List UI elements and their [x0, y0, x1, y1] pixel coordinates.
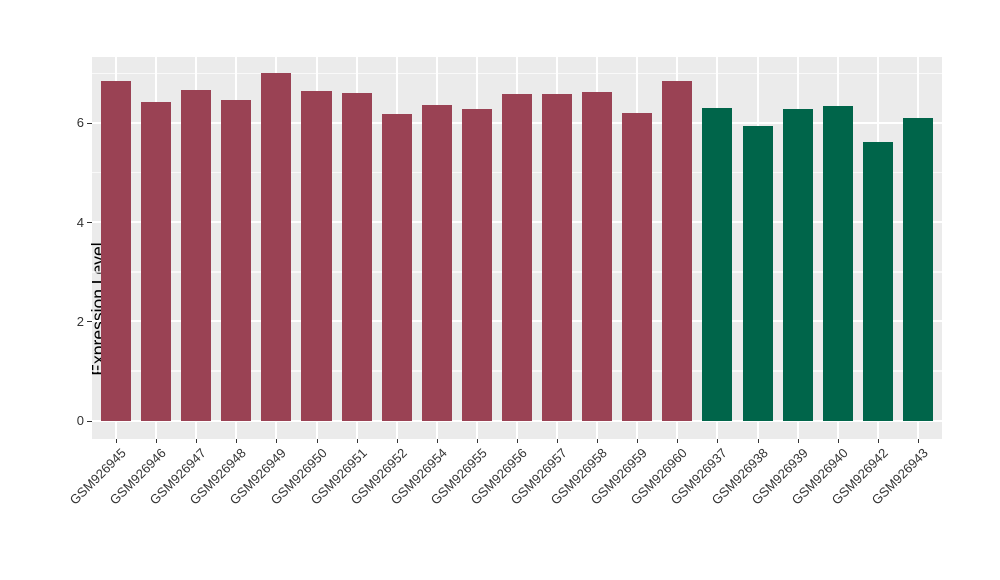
y-tick-mark-6	[87, 122, 92, 124]
y-tick-label-2: 2	[76, 313, 84, 329]
bar-GSM926943	[902, 117, 933, 421]
bar-GSM926952	[381, 113, 412, 421]
bar-GSM926951	[341, 92, 372, 421]
bar-GSM926946	[141, 102, 172, 421]
x-tick-mark-GSM926942	[877, 439, 879, 443]
x-tick-mark-GSM926937	[717, 439, 719, 443]
x-tick-mark-GSM926938	[757, 439, 759, 443]
x-tick-mark-GSM926958	[597, 439, 599, 443]
x-tick-mark-GSM926949	[276, 439, 278, 443]
y-tick-mark-0	[87, 420, 92, 422]
x-tick-mark-GSM926960	[677, 439, 679, 443]
x-tick-mark-GSM926956	[517, 439, 518, 443]
x-tick-mark-GSM926940	[837, 439, 839, 443]
x-tick-mark-GSM926952	[396, 439, 398, 443]
bar-GSM926947	[181, 90, 212, 421]
bar-GSM926954	[421, 104, 452, 421]
bar-GSM926945	[101, 80, 132, 421]
x-tick-mark-GSM926955	[476, 439, 478, 443]
x-tick-mark-GSM926939	[797, 439, 799, 443]
y-tick-label-4: 4	[76, 214, 84, 230]
bar-GSM926937	[702, 108, 733, 421]
x-tick-mark-GSM926959	[637, 439, 639, 443]
x-tick-mark-GSM926947	[196, 439, 198, 443]
y-tick-label-0: 0	[76, 413, 84, 429]
bar-GSM926938	[742, 126, 773, 421]
x-tick-mark-GSM926943	[917, 439, 919, 443]
bar-GSM926955	[461, 109, 492, 421]
x-tick-mark-GSM926954	[436, 439, 438, 443]
x-tick-mark-GSM926948	[236, 439, 238, 443]
bar-GSM926949	[261, 73, 292, 421]
bar-GSM926940	[822, 105, 853, 421]
y-tick-label-6: 6	[76, 115, 84, 131]
bar-GSM926960	[662, 80, 693, 421]
y-tick-mark-4	[87, 222, 92, 224]
bar-GSM926958	[582, 91, 613, 421]
bar-GSM926957	[542, 93, 573, 421]
x-tick-mark-GSM926945	[116, 439, 118, 443]
bar-GSM926959	[622, 113, 653, 421]
bar-GSM926948	[221, 99, 252, 421]
bar-GSM926939	[782, 109, 813, 421]
x-tick-mark-GSM926951	[356, 439, 358, 443]
y-tick-mark-2	[87, 321, 92, 323]
bar-GSM926942	[862, 141, 893, 421]
x-tick-mark-GSM926950	[316, 439, 318, 443]
plot-panel: Expression Level	[88, 57, 942, 439]
x-tick-mark-GSM926946	[156, 439, 158, 443]
bar-GSM926950	[301, 91, 332, 421]
bar-GSM926956	[501, 93, 533, 421]
x-tick-mark-GSM926957	[557, 439, 559, 443]
